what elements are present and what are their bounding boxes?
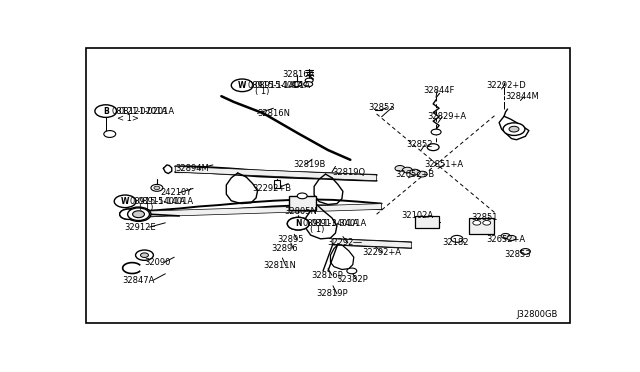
Text: 32819Q: 32819Q	[332, 168, 365, 177]
Text: ( 1): ( 1)	[310, 225, 324, 234]
Text: 32819P: 32819P	[316, 289, 348, 298]
Circle shape	[154, 186, 160, 190]
Text: 32816P: 32816P	[311, 271, 343, 280]
Text: 32844M: 32844M	[506, 92, 540, 101]
Text: < 1>: < 1>	[117, 114, 139, 123]
Circle shape	[287, 217, 309, 230]
Text: 32090: 32090	[145, 258, 171, 267]
Text: ( 1): ( 1)	[255, 87, 269, 96]
Circle shape	[305, 78, 313, 83]
Circle shape	[509, 126, 519, 132]
Text: 32292+A: 32292+A	[363, 248, 402, 257]
Circle shape	[403, 167, 412, 173]
Text: 08121-0201A: 08121-0201A	[111, 108, 168, 116]
Text: 32811N: 32811N	[264, 261, 296, 270]
Text: 32895: 32895	[277, 235, 304, 244]
Text: ( 1): ( 1)	[138, 203, 153, 212]
Text: 32853: 32853	[369, 103, 396, 112]
Circle shape	[507, 235, 516, 241]
Circle shape	[104, 131, 116, 137]
Text: 32851: 32851	[471, 212, 497, 222]
Circle shape	[503, 123, 525, 135]
Text: 08915-1401A: 08915-1401A	[138, 197, 194, 206]
Text: 32292+D: 32292+D	[486, 81, 527, 90]
Text: 32382P: 32382P	[336, 275, 368, 284]
Text: 32847A: 32847A	[123, 276, 155, 285]
Text: 32816A: 32816A	[282, 70, 315, 79]
Text: 32102A: 32102A	[401, 211, 433, 220]
Text: 08121-0201A: 08121-0201A	[118, 107, 174, 116]
Circle shape	[120, 209, 138, 219]
Text: 32819B: 32819B	[293, 160, 326, 169]
Circle shape	[347, 268, 356, 274]
Text: B: B	[103, 107, 109, 116]
Text: 08911-3401A: 08911-3401A	[302, 219, 358, 228]
Text: 32652+A: 32652+A	[486, 235, 526, 244]
Circle shape	[132, 210, 145, 218]
Circle shape	[297, 193, 307, 199]
Circle shape	[417, 171, 428, 177]
Circle shape	[231, 79, 253, 92]
Text: 32853: 32853	[504, 250, 531, 259]
Circle shape	[287, 217, 309, 230]
Text: 32652+B: 32652+B	[395, 170, 434, 179]
Text: 32292―: 32292―	[327, 238, 362, 247]
Bar	[469, 218, 494, 234]
Text: 32851+A: 32851+A	[425, 160, 464, 169]
Circle shape	[520, 248, 531, 254]
Text: 32182: 32182	[442, 238, 468, 247]
Circle shape	[126, 207, 151, 221]
Text: 32816N: 32816N	[257, 109, 291, 118]
Polygon shape	[333, 239, 412, 248]
Circle shape	[132, 211, 145, 218]
Circle shape	[95, 105, 116, 118]
Circle shape	[473, 221, 481, 225]
Circle shape	[304, 81, 312, 87]
Bar	[275, 180, 280, 188]
Text: J32800GB: J32800GB	[516, 310, 558, 319]
Circle shape	[136, 250, 154, 260]
Text: 32805N: 32805N	[284, 207, 317, 216]
Circle shape	[395, 166, 405, 171]
Bar	[415, 216, 439, 228]
Text: N: N	[295, 219, 301, 228]
Circle shape	[501, 233, 510, 238]
Circle shape	[292, 81, 301, 87]
Circle shape	[114, 195, 136, 208]
Text: 32894M: 32894M	[176, 164, 209, 173]
Text: 32896: 32896	[271, 244, 298, 253]
Circle shape	[127, 208, 150, 221]
Polygon shape	[175, 166, 376, 181]
Text: 08915-1401A: 08915-1401A	[129, 197, 186, 206]
Text: 08911-3401A: 08911-3401A	[310, 219, 367, 228]
Circle shape	[410, 169, 420, 175]
Text: 32844F: 32844F	[424, 86, 455, 95]
Text: 24210Y: 24210Y	[161, 188, 191, 197]
Circle shape	[431, 129, 441, 135]
Text: 08915-1401A: 08915-1401A	[255, 81, 310, 90]
Text: W: W	[238, 81, 246, 90]
Bar	[289, 196, 316, 210]
Text: W: W	[121, 197, 129, 206]
Text: 08915-1401A: 08915-1401A	[248, 81, 304, 90]
Circle shape	[451, 235, 463, 242]
Polygon shape	[138, 203, 381, 217]
Text: 32912E: 32912E	[125, 222, 156, 232]
Text: 32292+B: 32292+B	[253, 184, 292, 193]
Circle shape	[483, 221, 491, 225]
Text: 32852: 32852	[406, 140, 433, 150]
Text: 32829+A: 32829+A	[428, 112, 467, 121]
Circle shape	[428, 144, 439, 151]
Circle shape	[141, 253, 148, 257]
Circle shape	[151, 185, 163, 191]
